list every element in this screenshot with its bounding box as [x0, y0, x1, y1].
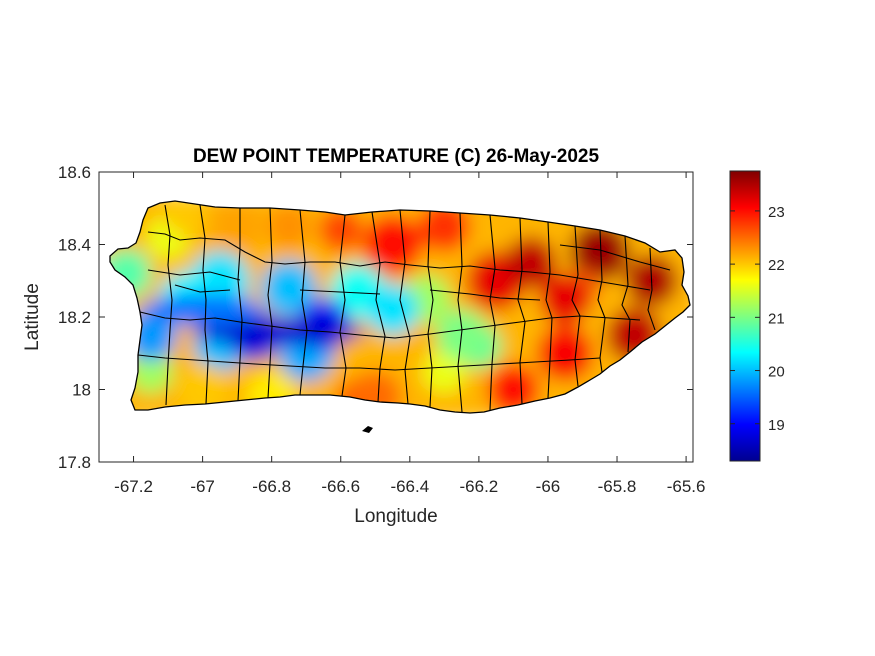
field-blob — [318, 208, 363, 252]
x-tick-label: -66.4 — [390, 477, 429, 496]
municipality-boundary — [139, 311, 641, 339]
field-blob — [537, 325, 594, 382]
municipality-boundary — [299, 289, 381, 295]
y-axis-ticks: 17.8 18 18.2 18.4 18.6 — [58, 163, 693, 472]
municipality-boundary — [339, 214, 347, 397]
municipality-boundary — [457, 212, 463, 413]
field-blob — [128, 349, 173, 394]
y-tick-label: 18.4 — [58, 236, 91, 255]
field-sample — [211, 201, 264, 253]
field-sample — [504, 236, 557, 289]
x-axis-ticks: -67.2 -67 -66.8 -66.6 -66.4 -66.2 -66 -65.8 -65.… — [114, 172, 705, 496]
municipality-boundary — [517, 217, 526, 405]
y-tick-label: 17.8 — [58, 453, 91, 472]
caja-de-muertos-islet — [362, 426, 373, 433]
colorbar-tick-label: 21 — [768, 310, 785, 327]
x-tick-label: -67.2 — [114, 477, 153, 496]
colorbar-tick-label: 19 — [768, 417, 785, 434]
x-tick-label: -66 — [536, 477, 561, 496]
municipality-boundary — [597, 229, 606, 373]
municipality-boundary — [237, 208, 243, 402]
colorbar-tick-label: 22 — [768, 257, 785, 274]
colorbar: 19 20 21 22 23 — [729, 170, 785, 462]
municipality-boundary — [399, 209, 411, 405]
field-blob — [569, 221, 630, 282]
field-blob — [260, 260, 317, 316]
municipality-boundaries — [137, 204, 671, 413]
municipality-boundary — [199, 204, 209, 405]
y-tick-label: 18.6 — [58, 163, 91, 182]
municipality-boundary — [164, 204, 173, 406]
x-tick-label: -67 — [190, 477, 215, 496]
municipality-boundary — [571, 225, 581, 387]
municipality-boundary — [147, 269, 241, 281]
x-tick-label: -65.8 — [598, 477, 637, 496]
field-blob — [193, 317, 364, 346]
y-tick-label: 18.2 — [58, 308, 91, 327]
field-blob — [362, 214, 423, 275]
municipality-boundary — [559, 244, 671, 271]
municipality-boundary — [545, 221, 553, 399]
x-tick-label: -66.2 — [460, 477, 499, 496]
y-axis-label: Latitude — [22, 283, 43, 351]
field-blob — [422, 349, 467, 394]
municipality-boundary — [299, 209, 308, 396]
x-tick-label: -65.6 — [667, 477, 706, 496]
colorbar-tick-label: 20 — [768, 364, 785, 381]
colorbar-tick-label: 23 — [768, 204, 785, 221]
dewpoint-field — [110, 201, 690, 413]
field-blob — [266, 204, 311, 249]
municipality-boundary — [137, 354, 601, 371]
municipality-boundary — [174, 284, 231, 293]
island-outline — [109, 200, 691, 414]
chart-title: DEW POINT TEMPERATURE (C) 26-May-2025 — [193, 146, 600, 167]
y-tick-label: 18 — [72, 381, 91, 400]
colorbar-ticks: 19 20 21 22 23 — [730, 204, 785, 434]
field-sample — [366, 283, 419, 336]
field-blob — [165, 201, 206, 236]
x-tick-label: -66.6 — [321, 477, 360, 496]
colorbar-gradient — [729, 170, 761, 462]
municipality-boundary — [427, 210, 434, 408]
municipality-boundary — [489, 214, 496, 411]
municipality-boundary — [621, 235, 631, 353]
x-axis-label: Longitude — [354, 506, 437, 527]
municipality-boundary — [371, 211, 386, 403]
municipality-boundary — [647, 247, 656, 331]
field-blob — [142, 293, 263, 326]
municipality-boundary — [429, 289, 541, 301]
municipality-boundary — [267, 207, 273, 399]
x-tick-label: -66.8 — [252, 477, 291, 496]
